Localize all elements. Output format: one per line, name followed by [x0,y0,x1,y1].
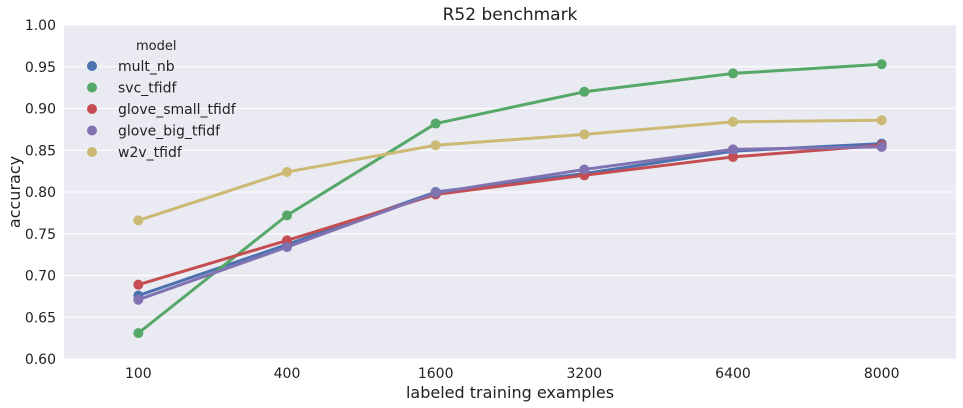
x-tick-label: 3200 [567,366,603,382]
data-point-w2v_tfidf [133,215,144,226]
data-point-svc_tfidf [430,118,441,129]
legend-marker-svc_tfidf [87,82,97,93]
series-line-glove_small_tfidf [137,143,882,287]
y-tick-label: 0.65 [25,310,56,326]
data-point-w2v_tfidf [282,166,292,177]
y-tick-label: 0.80 [25,185,56,201]
legend-marker-w2v_tfidf [87,147,97,157]
y-tick-label: 0.60 [25,352,56,368]
series-line-svc_tfidf [137,62,882,335]
series-line-w2v_tfidf [137,118,882,222]
data-point-glove_small_tfidf [133,279,144,290]
data-point-w2v_tfidf [579,129,590,140]
series-points [133,59,887,339]
legend-label-mult_nb: mult_nb [118,59,175,75]
series-lines [137,62,882,335]
data-point-svc_tfidf [728,68,738,79]
data-point-svc_tfidf [876,59,887,70]
x-tick-label: 400 [274,366,301,382]
data-point-glove_big_tfidf [876,141,887,152]
legend: model mult_nb svc_tfidf glove_small_tfidfg… [87,39,237,161]
legend-label-glove_small_tfidf: glove_small_tfidf [118,102,237,118]
data-point-glove_small_tfidf [728,151,738,162]
x-tick-label: 1600 [418,366,454,382]
y-tick-labels: 0.60 0.65 0.70 0.75 0.80 0.85 0.90 0.95 1.00 [25,18,56,368]
y-tick-label: 0.70 [25,269,56,285]
y-tick-label: 0.75 [25,227,56,243]
x-tick-label: 8000 [864,366,900,382]
x-axis-label: labeled training examples [406,383,614,402]
legend-label-w2v_tfidf: w2v_tfidf [118,145,183,161]
data-point-svc_tfidf [282,210,292,221]
data-point-glove_big_tfidf [728,144,738,155]
data-point-svc_tfidf [579,86,590,97]
y-tick-label: 0.95 [25,60,56,76]
y-tick-label: 1.00 [25,18,56,34]
series-line-glove_big_tfidf [137,145,882,302]
data-point-svc_tfidf [133,328,144,339]
x-tick-labels: 100 400 1600 3200 6400 8000 [125,366,900,382]
legend-marker-mult_nb [87,61,97,71]
legend-label-svc_tfidf: svc_tfidf [118,81,177,97]
legend-label-glove_big_tfidf: glove_big_tfidf [118,124,221,140]
data-point-glove_big_tfidf [579,164,590,175]
legend-marker-glove_big_tfidf [87,125,97,136]
data-point-glove_big_tfidf [133,294,144,305]
data-point-glove_big_tfidf [430,187,441,198]
data-point-w2v_tfidf [876,115,887,126]
x-tick-label: 6400 [715,366,751,382]
y-axis-label: accuracy [5,156,24,228]
data-point-w2v_tfidf [728,116,738,127]
data-point-glove_big_tfidf [282,242,292,253]
x-tick-label: 100 [125,366,152,382]
y-tick-label: 0.90 [25,102,56,118]
data-point-w2v_tfidf [430,140,441,151]
legend-marker-glove_small_tfidf [87,104,97,114]
y-tick-label: 0.85 [25,143,56,159]
legend-title: model [136,39,176,54]
chart-title: R52 benchmark [443,5,578,25]
